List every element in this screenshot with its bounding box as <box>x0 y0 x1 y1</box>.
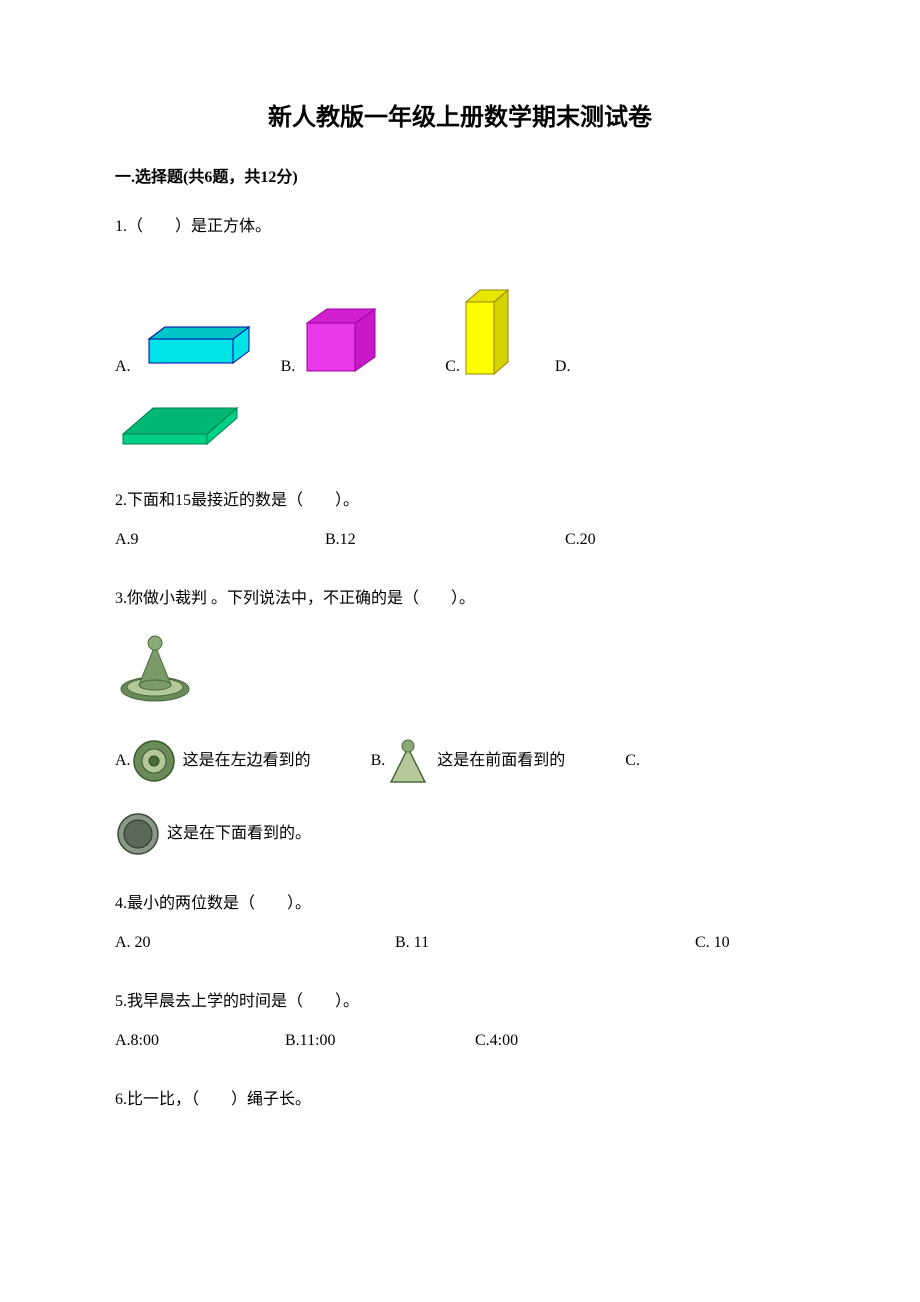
q5-options: A.8:00 B.11:00 C.4:00 <box>115 1029 805 1053</box>
question-4: 4.最小的两位数是（ ）。 A. 20 B. 11 C. 10 <box>115 892 805 955</box>
triangle-icon <box>385 736 431 786</box>
q5-option-b[interactable]: B.11:00 <box>285 1029 475 1053</box>
q1-option-d-shape <box>115 394 805 454</box>
flat-box-icon <box>131 319 251 379</box>
question-5: 5.我早晨去上学的时间是（ ）。 A.8:00 B.11:00 C.4:00 <box>115 990 805 1053</box>
option-text: 这是在前面看到的 <box>437 749 565 773</box>
cube-icon <box>295 299 385 379</box>
q1-option-a[interactable]: A. <box>115 319 251 379</box>
q5-option-c[interactable]: C.4:00 <box>475 1029 518 1053</box>
q2-option-a[interactable]: A.9 <box>115 528 325 552</box>
question-2: 2.下面和15最接近的数是（ ）。 A.9 B.12 C.20 <box>115 489 805 552</box>
option-text: 这是在左边看到的 <box>183 749 311 773</box>
question-text: 6.比一比，（ ）绳子长。 <box>115 1088 805 1112</box>
question-6: 6.比一比，（ ）绳子长。 <box>115 1088 805 1112</box>
q3-options: A. 这是在左边看到的 B. 这是在前面看到的 C. <box>115 736 805 857</box>
option-label: B. <box>371 749 386 773</box>
q3-option-a[interactable]: A. 这是在左边看到的 <box>115 738 311 784</box>
option-label: C. <box>625 749 640 773</box>
q1-options-row1: A. B. C. <box>115 284 805 379</box>
q2-option-b[interactable]: B.12 <box>325 528 565 552</box>
q4-option-c[interactable]: C. 10 <box>695 931 730 955</box>
q4-options: A. 20 B. 11 C. 10 <box>115 931 805 955</box>
q3-option-b[interactable]: B. 这是在前面看到的 <box>371 736 566 786</box>
question-text: 3.你做小裁判 。下列说法中，不正确的是（ ）。 <box>115 587 805 611</box>
hat-icon <box>115 631 195 706</box>
q4-option-a[interactable]: A. 20 <box>115 931 395 955</box>
option-label-c: C. <box>445 355 460 379</box>
disc-icon <box>115 811 161 857</box>
tall-box-icon <box>460 284 515 379</box>
option-label-b: B. <box>281 355 296 379</box>
option-text: 这是在下面看到的。 <box>167 822 311 846</box>
q3-hat-figure <box>115 631 805 706</box>
question-1: 1.（ ）是正方体。 A. B. C. <box>115 215 805 454</box>
option-label-a: A. <box>115 355 131 379</box>
q2-option-c[interactable]: C.20 <box>565 528 715 552</box>
question-3: 3.你做小裁判 。下列说法中，不正确的是（ ）。 A. 这是在左边看到的 B. <box>115 587 805 857</box>
option-label-d: D. <box>555 355 571 379</box>
page-title: 新人教版一年级上册数学期末测试卷 <box>115 100 805 136</box>
question-text: 4.最小的两位数是（ ）。 <box>115 892 805 916</box>
option-label: A. <box>115 749 131 773</box>
circles-icon <box>131 738 177 784</box>
flat-tile-icon <box>115 394 245 454</box>
question-text: 5.我早晨去上学的时间是（ ）。 <box>115 990 805 1014</box>
q1-option-c[interactable]: C. <box>445 284 515 379</box>
q2-options: A.9 B.12 C.20 <box>115 528 805 552</box>
question-text: 2.下面和15最接近的数是（ ）。 <box>115 489 805 513</box>
q3-option-c[interactable]: C. <box>625 749 640 773</box>
q1-option-d[interactable]: D. <box>555 355 571 379</box>
q5-option-a[interactable]: A.8:00 <box>115 1029 285 1053</box>
q3-option-c-body: 这是在下面看到的。 <box>115 811 805 857</box>
q1-option-b[interactable]: B. <box>281 299 386 379</box>
question-text: 1.（ ）是正方体。 <box>115 215 805 239</box>
q4-option-b[interactable]: B. 11 <box>395 931 695 955</box>
section-header: 一.选择题(共6题，共12分) <box>115 166 805 190</box>
